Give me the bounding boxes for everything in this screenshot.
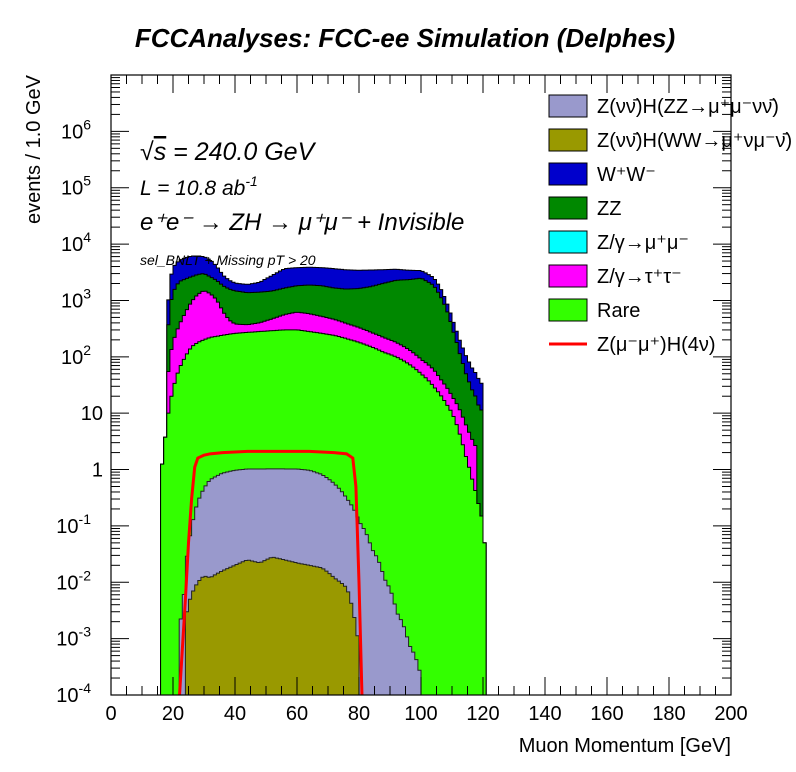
legend-swatch: [548, 230, 588, 254]
legend-swatch: [548, 264, 588, 288]
svg-text:√s = 240.0 GeV: √s = 240.0 GeV: [140, 138, 317, 166]
x-tick-label: 140: [528, 703, 561, 725]
legend: Z(νν̄)H(ZZ→μ⁺μ⁻νν̄) Z(νν̄)H(WW→μ⁺νμ⁻ν̄) W⁺…: [548, 94, 792, 356]
x-tick-label: 0: [105, 703, 116, 725]
legend-label: Z(νν̄)H(ZZ→μ⁺μ⁻νν̄): [597, 96, 779, 118]
annotation-luminosity: L = 10.8 ab-1: [140, 173, 258, 200]
legend-label: Z/γ→τ⁺τ⁻: [597, 266, 682, 288]
x-tick-label: 120: [466, 703, 499, 725]
x-tick-label: 180: [652, 703, 685, 725]
x-tick-label: 200: [714, 703, 747, 725]
legend-swatch: [548, 94, 588, 118]
y-tick-label: 103: [61, 285, 91, 312]
legend-label: Rare: [597, 300, 640, 322]
stack-z-h-ww-: [160, 556, 490, 695]
legend-swatch: [548, 162, 588, 186]
legend-label: Z/γ→μ⁺μ⁻: [597, 232, 689, 254]
annotation-process: e⁺e⁻ → ZH → μ⁺μ⁻ + Invisible: [140, 209, 464, 236]
y-tick-label: 10-1: [56, 511, 91, 538]
chart-title: FCCAnalyses: FCC-ee Simulation (Delphes): [135, 23, 675, 53]
y-tick-label: 102: [61, 342, 91, 369]
svg-text:L = 10.8 ab-1: L = 10.8 ab-1: [140, 173, 258, 200]
legend-label: W⁺W⁻: [597, 164, 656, 186]
y-tick-label: 10-2: [56, 567, 91, 594]
y-tick-label: 106: [61, 116, 91, 143]
annotation-energy: √s = 240.0 GeV: [140, 138, 317, 166]
x-axis-label: Muon Momentum [GeV]: [519, 735, 731, 757]
y-tick-label: 1: [92, 460, 103, 482]
annotation-selection: sel_BNLT + Missing pT > 20: [140, 252, 316, 268]
y-axis-label: events / 1.0 GeV: [23, 74, 45, 224]
legend-swatch: [548, 128, 588, 152]
y-tick-label: 10-4: [56, 680, 91, 707]
legend-swatch: [548, 298, 588, 322]
signal-line: [178, 449, 364, 695]
x-tick-label: 100: [404, 703, 437, 725]
legend-label: Z(νν̄)H(WW→μ⁺νμ⁻ν̄): [597, 130, 792, 152]
x-tick-label: 20: [162, 703, 184, 725]
legend-label: Z(μ⁻μ⁺)H(4ν): [597, 334, 716, 356]
legend-label: ZZ: [597, 198, 621, 220]
y-tick-label: 10: [81, 403, 103, 425]
x-tick-label: 40: [224, 703, 246, 725]
y-tick-label: 104: [61, 229, 91, 256]
y-tick-label: 105: [61, 173, 91, 200]
x-tick-label: 160: [590, 703, 623, 725]
y-tick-label: 10-3: [56, 624, 91, 651]
x-tick-label: 60: [286, 703, 308, 725]
legend-swatch: [548, 196, 588, 220]
x-tick-label: 80: [348, 703, 370, 725]
